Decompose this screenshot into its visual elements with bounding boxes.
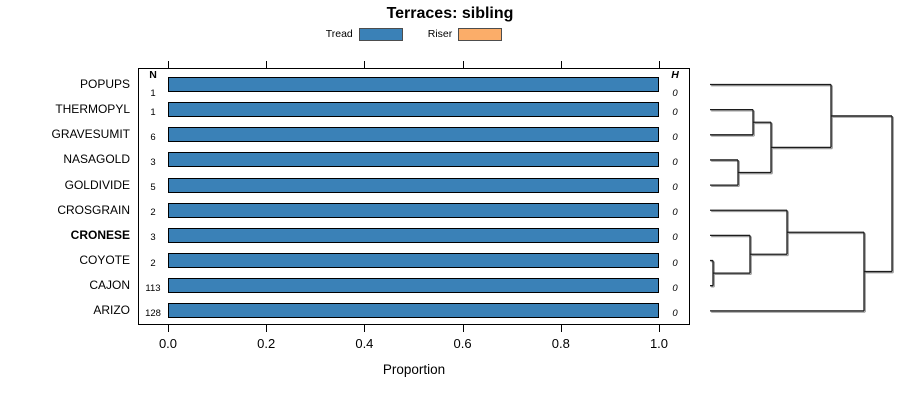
tread-bar (168, 202, 659, 218)
category-label-popups: POPUPS (79, 77, 130, 91)
h-value: 0 (672, 182, 678, 194)
tread-bar (168, 77, 659, 92)
x-tick-label: 0.2 (257, 336, 276, 351)
n-value: 6 (150, 131, 156, 143)
category-label-coyote: COYOTE (79, 253, 130, 268)
category-label-goldivide: GOLDIVIDE (64, 177, 130, 192)
category-label-cronese: CRONESE (70, 227, 130, 242)
category-label-arizo: ARIZO (93, 303, 130, 318)
n-value: 3 (150, 156, 156, 168)
n-column-header: N (149, 69, 157, 81)
tread-bar (168, 177, 659, 193)
h-value: 0 (672, 282, 678, 294)
h-value: 0 (672, 87, 678, 99)
category-label-nasagold: NASAGOLD (63, 152, 130, 167)
legend: Tread Riser (138, 26, 690, 42)
top-tick (560, 61, 562, 68)
category-label-cajon: CAJON (89, 278, 130, 293)
tread-bar (168, 227, 659, 243)
h-value: 0 (672, 207, 678, 219)
top-tick (364, 61, 366, 68)
tread-bar (168, 152, 659, 168)
n-value: 2 (150, 207, 156, 219)
legend-swatch-tread (358, 27, 403, 41)
x-tick-label: 0.6 (453, 336, 472, 351)
plot-area-border (138, 68, 690, 325)
bottom-tick (462, 325, 464, 332)
bottom-tick (560, 325, 562, 332)
x-tick-label: 0.4 (355, 336, 374, 351)
h-value: 0 (672, 257, 678, 269)
dendrogram-lines (710, 83, 893, 312)
n-value: 2 (150, 257, 156, 269)
x-tick-label: 1.0 (649, 336, 669, 351)
n-value: 5 (150, 182, 156, 194)
x-axis-title: Proportion (382, 362, 446, 377)
tread-bar (168, 127, 659, 143)
h-value: 0 (672, 131, 678, 143)
top-tick (266, 61, 268, 68)
n-value: 113 (145, 282, 161, 294)
h-value: 0 (672, 156, 678, 168)
category-label-crosgrain: CROSGRAIN (57, 202, 130, 217)
h-value: 0 (672, 307, 678, 319)
legend-swatch-riser (458, 27, 503, 41)
h-column-header: H (671, 69, 679, 81)
h-value: 0 (672, 106, 678, 118)
tread-bar (168, 253, 659, 269)
bottom-tick (168, 325, 169, 332)
category-label-gravesumit: GRAVESUMIT (51, 127, 130, 142)
tread-bar (168, 303, 659, 319)
top-tick (462, 61, 464, 68)
legend-label-tread: Tread (325, 28, 353, 40)
top-tick (659, 61, 660, 68)
x-tick-label: 0.8 (551, 336, 570, 351)
tread-bar (168, 102, 659, 118)
dendrogram-shadow-lines (711, 85, 894, 313)
n-value: 1 (150, 106, 156, 118)
legend-label-riser: Riser (427, 28, 453, 40)
bottom-tick (364, 325, 366, 332)
bottom-tick (659, 325, 660, 332)
h-value: 0 (672, 232, 678, 244)
n-value: 128 (145, 307, 161, 319)
category-label-thermopyl: THERMOPYL (55, 102, 130, 117)
n-value: 3 (150, 232, 156, 244)
bottom-tick (266, 325, 268, 332)
n-value: 1 (150, 87, 156, 99)
x-tick-label: 0.0 (158, 336, 178, 351)
chart-title: Terraces: sibling (386, 5, 514, 22)
tread-bar (168, 278, 659, 294)
top-tick (168, 61, 169, 68)
